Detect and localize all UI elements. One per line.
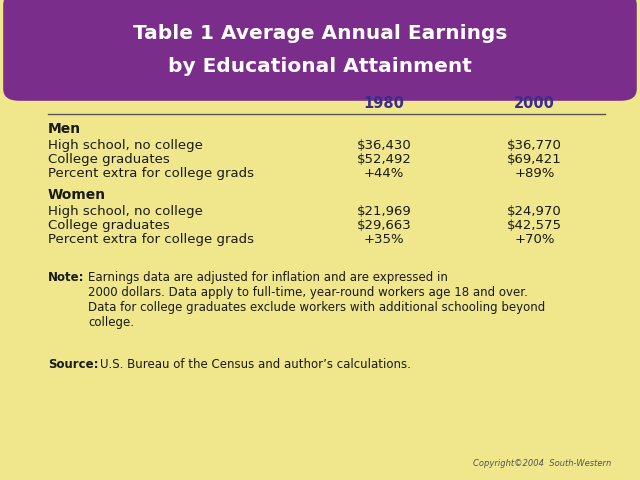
Text: Note:: Note: <box>48 271 84 284</box>
Text: +44%: +44% <box>364 167 404 180</box>
Text: 1980: 1980 <box>364 96 404 111</box>
Text: Men: Men <box>48 121 81 136</box>
Text: $21,969: $21,969 <box>356 205 412 218</box>
Text: $24,970: $24,970 <box>507 205 562 218</box>
Text: Table 1 Average Annual Earnings: Table 1 Average Annual Earnings <box>133 24 507 43</box>
Text: $29,663: $29,663 <box>356 219 412 232</box>
Text: $69,421: $69,421 <box>507 153 562 166</box>
Text: +70%: +70% <box>514 233 555 246</box>
Text: Percent extra for college grads: Percent extra for college grads <box>48 167 254 180</box>
Text: $52,492: $52,492 <box>356 153 412 166</box>
Text: Copyright©2004  South-Western: Copyright©2004 South-Western <box>473 459 611 468</box>
Text: $36,430: $36,430 <box>356 139 412 152</box>
Text: Source:: Source: <box>48 358 99 371</box>
Text: High school, no college: High school, no college <box>48 205 203 218</box>
Text: High school, no college: High school, no college <box>48 139 203 152</box>
Text: Women: Women <box>48 188 106 202</box>
Text: by Educational Attainment: by Educational Attainment <box>168 57 472 76</box>
Text: College graduates: College graduates <box>48 219 170 232</box>
FancyBboxPatch shape <box>3 0 637 101</box>
Text: +35%: +35% <box>364 233 404 246</box>
Text: Earnings data are adjusted for inflation and are expressed in
2000 dollars. Data: Earnings data are adjusted for inflation… <box>88 271 545 329</box>
Text: $42,575: $42,575 <box>507 219 562 232</box>
Text: 2000: 2000 <box>514 96 555 111</box>
Text: College graduates: College graduates <box>48 153 170 166</box>
Text: +89%: +89% <box>514 167 555 180</box>
Text: Percent extra for college grads: Percent extra for college grads <box>48 233 254 246</box>
Text: $36,770: $36,770 <box>507 139 562 152</box>
Text: U.S. Bureau of the Census and author’s calculations.: U.S. Bureau of the Census and author’s c… <box>100 358 412 371</box>
